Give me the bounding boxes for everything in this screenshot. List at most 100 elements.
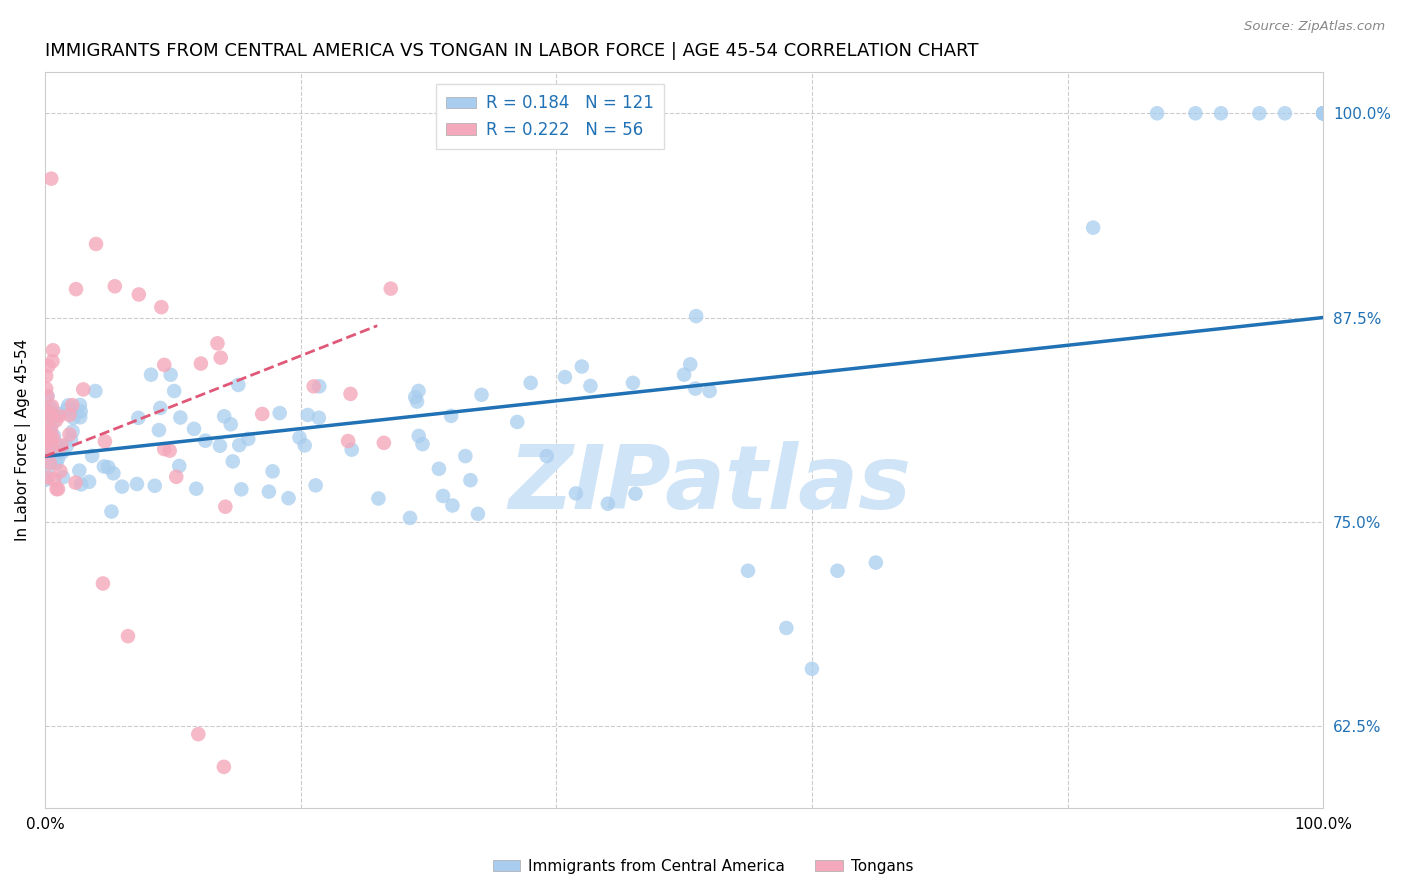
- Point: [238, 432, 260, 446]
- Point: [308, 410, 330, 425]
- Point: [250, 407, 273, 421]
- Point: [72, 383, 94, 397]
- Point: [269, 406, 291, 420]
- Point: [305, 478, 328, 492]
- Point: [35, 435, 58, 450]
- Point: [37, 404, 59, 418]
- Point: [41, 416, 63, 430]
- Point: [231, 483, 253, 497]
- Point: [441, 499, 464, 513]
- Point: [404, 390, 426, 404]
- Point: [685, 309, 707, 323]
- Point: [111, 480, 134, 494]
- Point: [104, 279, 127, 293]
- Point: [673, 368, 696, 382]
- Point: [41, 399, 63, 413]
- Point: [48, 407, 70, 421]
- Point: [337, 434, 360, 448]
- Point: [277, 491, 299, 506]
- Point: [865, 556, 887, 570]
- Point: [163, 384, 186, 398]
- Point: [186, 482, 208, 496]
- Point: [69, 398, 91, 412]
- Point: [399, 511, 422, 525]
- Point: [579, 379, 602, 393]
- Point: [38, 456, 60, 470]
- Point: [35, 473, 58, 487]
- Point: [42, 430, 65, 444]
- Point: [506, 415, 529, 429]
- Point: [51, 445, 73, 459]
- Point: [93, 459, 115, 474]
- Point: [1274, 106, 1296, 120]
- Point: [39, 430, 62, 444]
- Point: [624, 486, 647, 500]
- Point: [1312, 106, 1334, 120]
- Point: [51, 438, 73, 452]
- Point: [84, 237, 107, 252]
- Point: [454, 449, 477, 463]
- Point: [42, 429, 65, 443]
- Point: [60, 398, 83, 412]
- Y-axis label: In Labor Force | Age 45-54: In Labor Force | Age 45-54: [15, 339, 31, 541]
- Point: [48, 409, 70, 423]
- Point: [412, 437, 434, 451]
- Point: [65, 282, 87, 296]
- Point: [55, 439, 77, 453]
- Point: [52, 470, 75, 484]
- Point: [1312, 106, 1334, 120]
- Point: [35, 442, 58, 456]
- Point: [470, 388, 492, 402]
- Point: [94, 434, 117, 449]
- Point: [38, 407, 60, 421]
- Point: [91, 576, 114, 591]
- Point: [294, 438, 316, 452]
- Point: [48, 444, 70, 458]
- Point: [302, 379, 325, 393]
- Point: [226, 378, 249, 392]
- Point: [367, 491, 389, 506]
- Point: [212, 760, 235, 774]
- Point: [44, 473, 66, 487]
- Point: [46, 482, 69, 496]
- Point: [373, 435, 395, 450]
- Point: [35, 368, 58, 383]
- Point: [183, 422, 205, 436]
- Point: [339, 387, 361, 401]
- Point: [125, 477, 148, 491]
- Point: [775, 621, 797, 635]
- Point: [288, 431, 311, 445]
- Point: [167, 458, 190, 473]
- Point: [1146, 106, 1168, 120]
- Point: [100, 505, 122, 519]
- Point: [56, 402, 79, 417]
- Point: [143, 479, 166, 493]
- Point: [149, 401, 172, 415]
- Point: [380, 282, 402, 296]
- Point: [35, 418, 58, 433]
- Point: [37, 463, 59, 477]
- Point: [58, 427, 80, 442]
- Point: [187, 727, 209, 741]
- Point: [37, 389, 59, 403]
- Point: [39, 423, 62, 437]
- Point: [46, 451, 69, 466]
- Point: [159, 368, 181, 382]
- Point: [69, 404, 91, 418]
- Point: [1312, 106, 1334, 120]
- Point: [308, 379, 330, 393]
- Point: [41, 426, 63, 441]
- Point: [536, 449, 558, 463]
- Point: [103, 467, 125, 481]
- Point: [596, 497, 619, 511]
- Point: [827, 564, 849, 578]
- Point: [70, 477, 93, 491]
- Point: [440, 409, 463, 423]
- Point: [77, 475, 100, 489]
- Point: [42, 409, 65, 423]
- Point: [117, 629, 139, 643]
- Point: [408, 429, 430, 443]
- Point: [1312, 106, 1334, 120]
- Point: [148, 423, 170, 437]
- Point: [41, 354, 63, 368]
